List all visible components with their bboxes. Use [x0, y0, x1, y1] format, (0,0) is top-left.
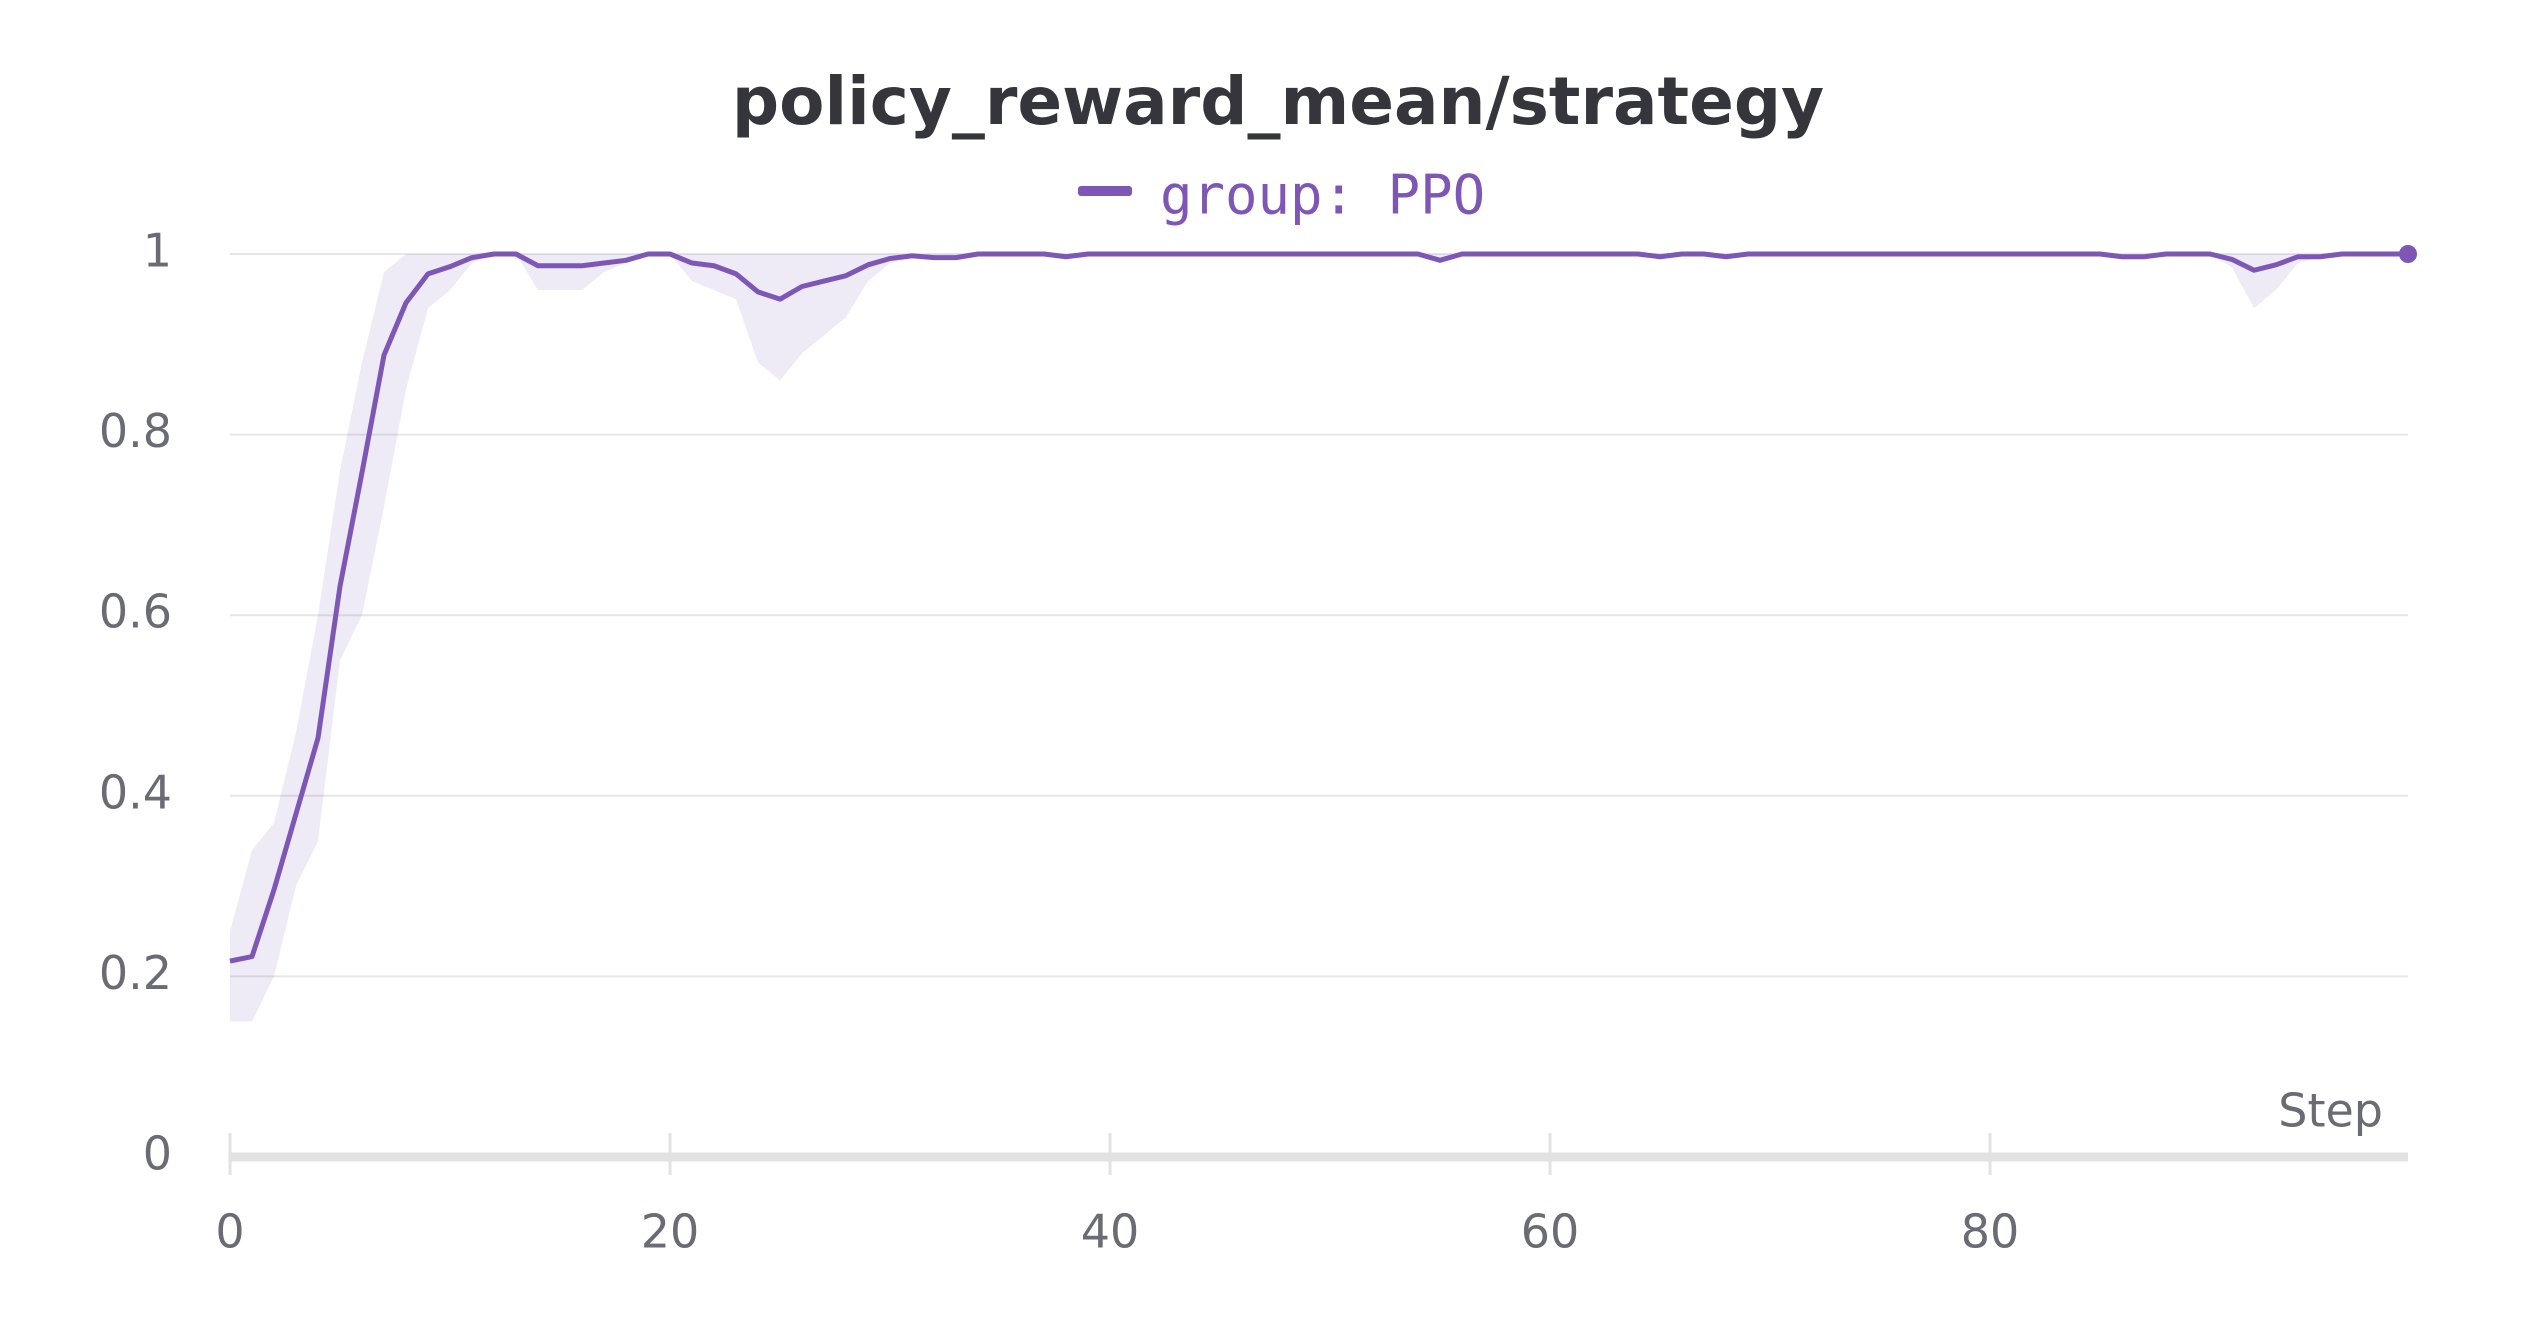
- y-tick-label: 0.8: [99, 404, 172, 458]
- range-band: [230, 254, 2408, 1022]
- x-axis-label: Step: [2278, 1084, 2383, 1138]
- x-tick-label: 80: [1961, 1205, 2020, 1259]
- x-tick-label: 60: [1521, 1205, 1580, 1259]
- x-tick-label: 40: [1081, 1205, 1140, 1259]
- y-tick-label: 1: [143, 224, 172, 278]
- legend-label: group: PPO: [1160, 164, 1485, 227]
- chart-title: policy_reward_mean/strategy: [732, 63, 1824, 140]
- x-tick-label: 20: [641, 1205, 700, 1259]
- x-tick-label: 0: [215, 1205, 244, 1259]
- series-line: [229, 251, 2408, 964]
- end-point: [2399, 245, 2417, 263]
- y-tick-label: 0.4: [99, 765, 172, 819]
- y-tick-label: 0: [143, 1127, 172, 1181]
- y-tick-label: 0.6: [99, 585, 172, 639]
- y-tick-label: 0.2: [99, 946, 172, 1000]
- legend-swatch: [1078, 186, 1132, 196]
